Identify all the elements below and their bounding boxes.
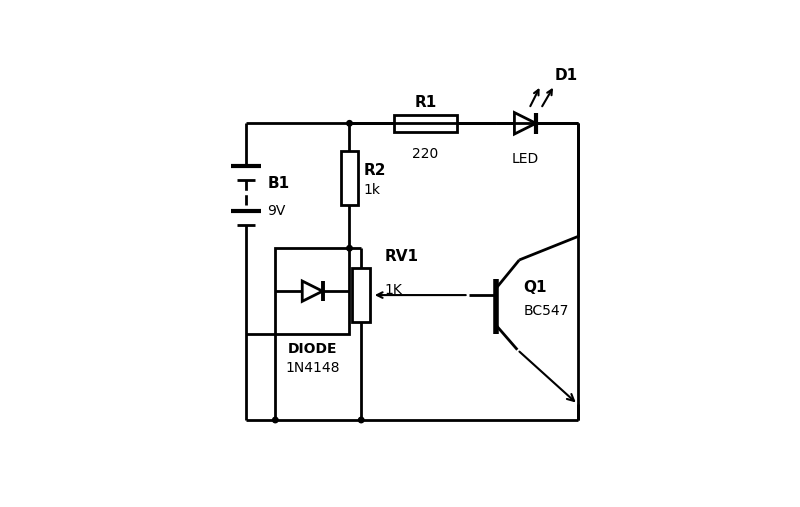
- Text: R2: R2: [363, 163, 386, 177]
- Polygon shape: [514, 113, 536, 134]
- Text: LED: LED: [511, 152, 538, 166]
- Bar: [394, 115, 457, 132]
- Bar: [341, 151, 358, 205]
- Text: 1N4148: 1N4148: [285, 361, 340, 376]
- Bar: [275, 248, 350, 334]
- Circle shape: [346, 121, 352, 126]
- Text: B1: B1: [267, 176, 290, 191]
- Text: 1k: 1k: [363, 183, 380, 197]
- Text: DIODE: DIODE: [288, 342, 337, 356]
- Text: R1: R1: [414, 95, 437, 110]
- Text: BC547: BC547: [523, 304, 569, 318]
- Text: RV1: RV1: [385, 249, 418, 264]
- Polygon shape: [302, 281, 322, 301]
- Text: 1K: 1K: [385, 283, 402, 298]
- Circle shape: [358, 417, 364, 423]
- Text: 220: 220: [413, 147, 438, 161]
- Text: D1: D1: [554, 68, 578, 83]
- Circle shape: [346, 245, 352, 251]
- Circle shape: [273, 417, 278, 423]
- Text: 9V: 9V: [267, 204, 286, 218]
- Text: Q1: Q1: [523, 280, 546, 295]
- Bar: [353, 268, 370, 322]
